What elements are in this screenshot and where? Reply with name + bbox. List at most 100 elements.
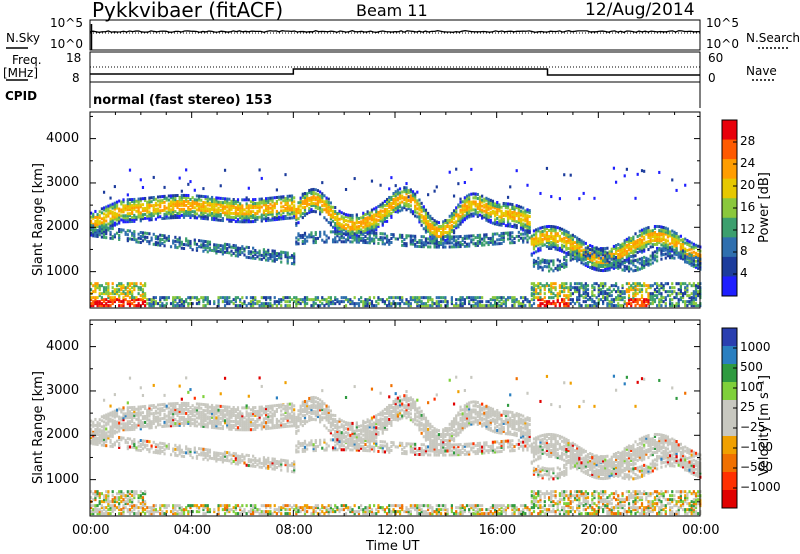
power-cell	[131, 212, 134, 216]
power-cell	[452, 229, 456, 233]
power-cell	[407, 203, 410, 207]
power-cell	[500, 241, 503, 245]
power-cell	[679, 290, 682, 294]
power-cell	[321, 181, 324, 185]
power-cell	[137, 203, 140, 207]
power-cell	[517, 204, 520, 208]
power-cell	[608, 304, 611, 308]
power-cell	[310, 304, 313, 308]
power-cell	[519, 209, 523, 213]
power-cell	[539, 191, 542, 195]
power-cell	[241, 220, 244, 224]
power-cell	[198, 202, 201, 206]
power-cell	[234, 300, 237, 304]
power-cell	[141, 197, 145, 201]
power-cell	[493, 220, 497, 224]
power-cell	[394, 196, 397, 200]
power-cell	[625, 249, 628, 253]
power-cell	[178, 176, 181, 180]
power-cell	[530, 282, 533, 286]
power-cell	[94, 228, 97, 232]
power-cell	[148, 196, 151, 200]
power-cell	[135, 238, 138, 242]
power-cell	[602, 259, 605, 263]
power-cell	[169, 245, 173, 249]
power-cell	[284, 300, 287, 304]
power-cell	[671, 233, 674, 237]
power-cell	[539, 232, 542, 236]
power-cell	[401, 296, 404, 300]
power-cell	[334, 210, 337, 214]
power-cell	[640, 228, 644, 232]
power-cell	[198, 239, 201, 243]
power-cell	[180, 304, 183, 308]
nave-tick-bottom: 0	[708, 71, 716, 85]
power-cell	[174, 196, 177, 200]
power-cell	[228, 207, 231, 211]
power-cell	[347, 300, 350, 304]
power-cell	[131, 220, 134, 224]
power-cell	[498, 209, 501, 213]
power-cell	[325, 298, 328, 302]
power-cell	[306, 198, 309, 202]
power-cell	[675, 251, 678, 255]
power-cell	[105, 219, 108, 223]
power-cell	[532, 239, 536, 243]
power-cell	[275, 199, 278, 203]
power-cell	[258, 205, 261, 209]
power-cell	[504, 300, 507, 304]
power-cell	[664, 232, 667, 236]
power-cell	[340, 217, 343, 221]
power-cell	[96, 228, 99, 232]
power-cell	[476, 210, 479, 214]
power-cell	[364, 229, 367, 233]
power-cell	[662, 286, 665, 290]
velocity-cell	[98, 435, 101, 439]
power-cell	[319, 234, 322, 238]
power-cell	[226, 296, 229, 300]
power-cell	[239, 246, 242, 250]
power-cell	[474, 302, 477, 306]
power-cell	[481, 304, 484, 308]
power-cell	[342, 296, 345, 300]
power-cell	[375, 210, 378, 214]
power-cell	[459, 241, 462, 245]
power-cell	[586, 254, 590, 258]
power-cell	[526, 240, 529, 244]
power-cell	[169, 208, 173, 212]
power-cell	[373, 227, 376, 231]
power-cell	[180, 199, 183, 203]
power-cell	[115, 202, 119, 206]
power-cell	[312, 197, 315, 201]
power-cell	[148, 200, 151, 204]
power-cell	[226, 298, 229, 302]
power-cell	[215, 198, 218, 202]
power-cell	[560, 300, 564, 304]
power-cell	[580, 249, 583, 253]
power-cell	[115, 222, 119, 226]
power-cell	[392, 199, 395, 203]
power-cell	[219, 296, 222, 300]
power-cell	[105, 205, 108, 209]
power-cell	[102, 229, 106, 233]
power-cell	[357, 234, 361, 238]
power-cell	[377, 224, 380, 228]
power-cell	[439, 231, 443, 235]
power-cell	[362, 225, 365, 229]
power-cell	[649, 254, 652, 258]
power-cell	[331, 213, 335, 217]
power-cell	[593, 253, 596, 257]
power-cell	[394, 237, 397, 241]
power-cell	[102, 208, 106, 212]
power-cell	[230, 205, 233, 209]
power-cell	[414, 210, 417, 214]
power-cell	[131, 290, 134, 294]
power-cell	[671, 237, 674, 241]
power-cell	[688, 262, 691, 266]
power-cell	[496, 206, 499, 210]
power-cell	[463, 236, 466, 240]
power-cell	[548, 263, 551, 267]
power-cell	[362, 215, 365, 219]
power-cell	[571, 245, 574, 249]
power-cell	[424, 302, 428, 306]
